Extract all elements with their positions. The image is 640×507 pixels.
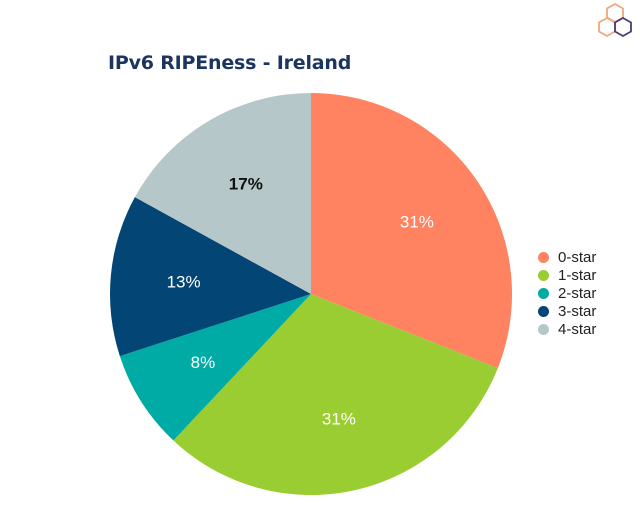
data-label-0-star: 31% [400, 213, 434, 232]
pie-slice-3-star [110, 197, 311, 357]
legend-swatch-4-star [538, 323, 549, 335]
legend-label: 4-star [558, 320, 597, 338]
legend-label: 2-star [558, 284, 597, 302]
pie-data-labels: 31% 31% 8% 13% 17% [167, 174, 434, 428]
legend-label: 3-star [558, 302, 597, 320]
legend-item-2-star: 2-star [538, 284, 596, 302]
pie-slice-2-star [119, 294, 311, 441]
legend-label: 1-star [558, 266, 597, 284]
chart-title: IPv6 RIPEness - Ireland [108, 52, 352, 74]
legend-swatch-3-star [538, 305, 549, 317]
legend-item-3-star: 3-star [538, 302, 596, 320]
data-label-1-star: 31% [322, 409, 356, 428]
data-label-2-star: 8% [191, 353, 216, 372]
pie-slice-4-star [134, 92, 311, 294]
chart-legend: 0-star 1-star 2-star 3-star 4-star [538, 248, 596, 338]
pie-slice-1-star [173, 294, 498, 495]
pie-slice-0-star [311, 93, 513, 368]
legend-item-1-star: 1-star [538, 266, 596, 284]
data-label-3-star: 13% [167, 273, 201, 292]
legend-swatch-0-star [538, 251, 549, 263]
legend-swatch-1-star [538, 269, 549, 281]
legend-swatch-2-star [538, 287, 549, 299]
legend-label: 0-star [558, 248, 597, 266]
legend-item-0-star: 0-star [538, 248, 596, 266]
legend-item-4-star: 4-star [538, 320, 596, 338]
data-label-4-star: 17% [229, 174, 263, 193]
pie-slices [110, 92, 513, 495]
ripe-ncc-logo-icon [598, 2, 632, 38]
